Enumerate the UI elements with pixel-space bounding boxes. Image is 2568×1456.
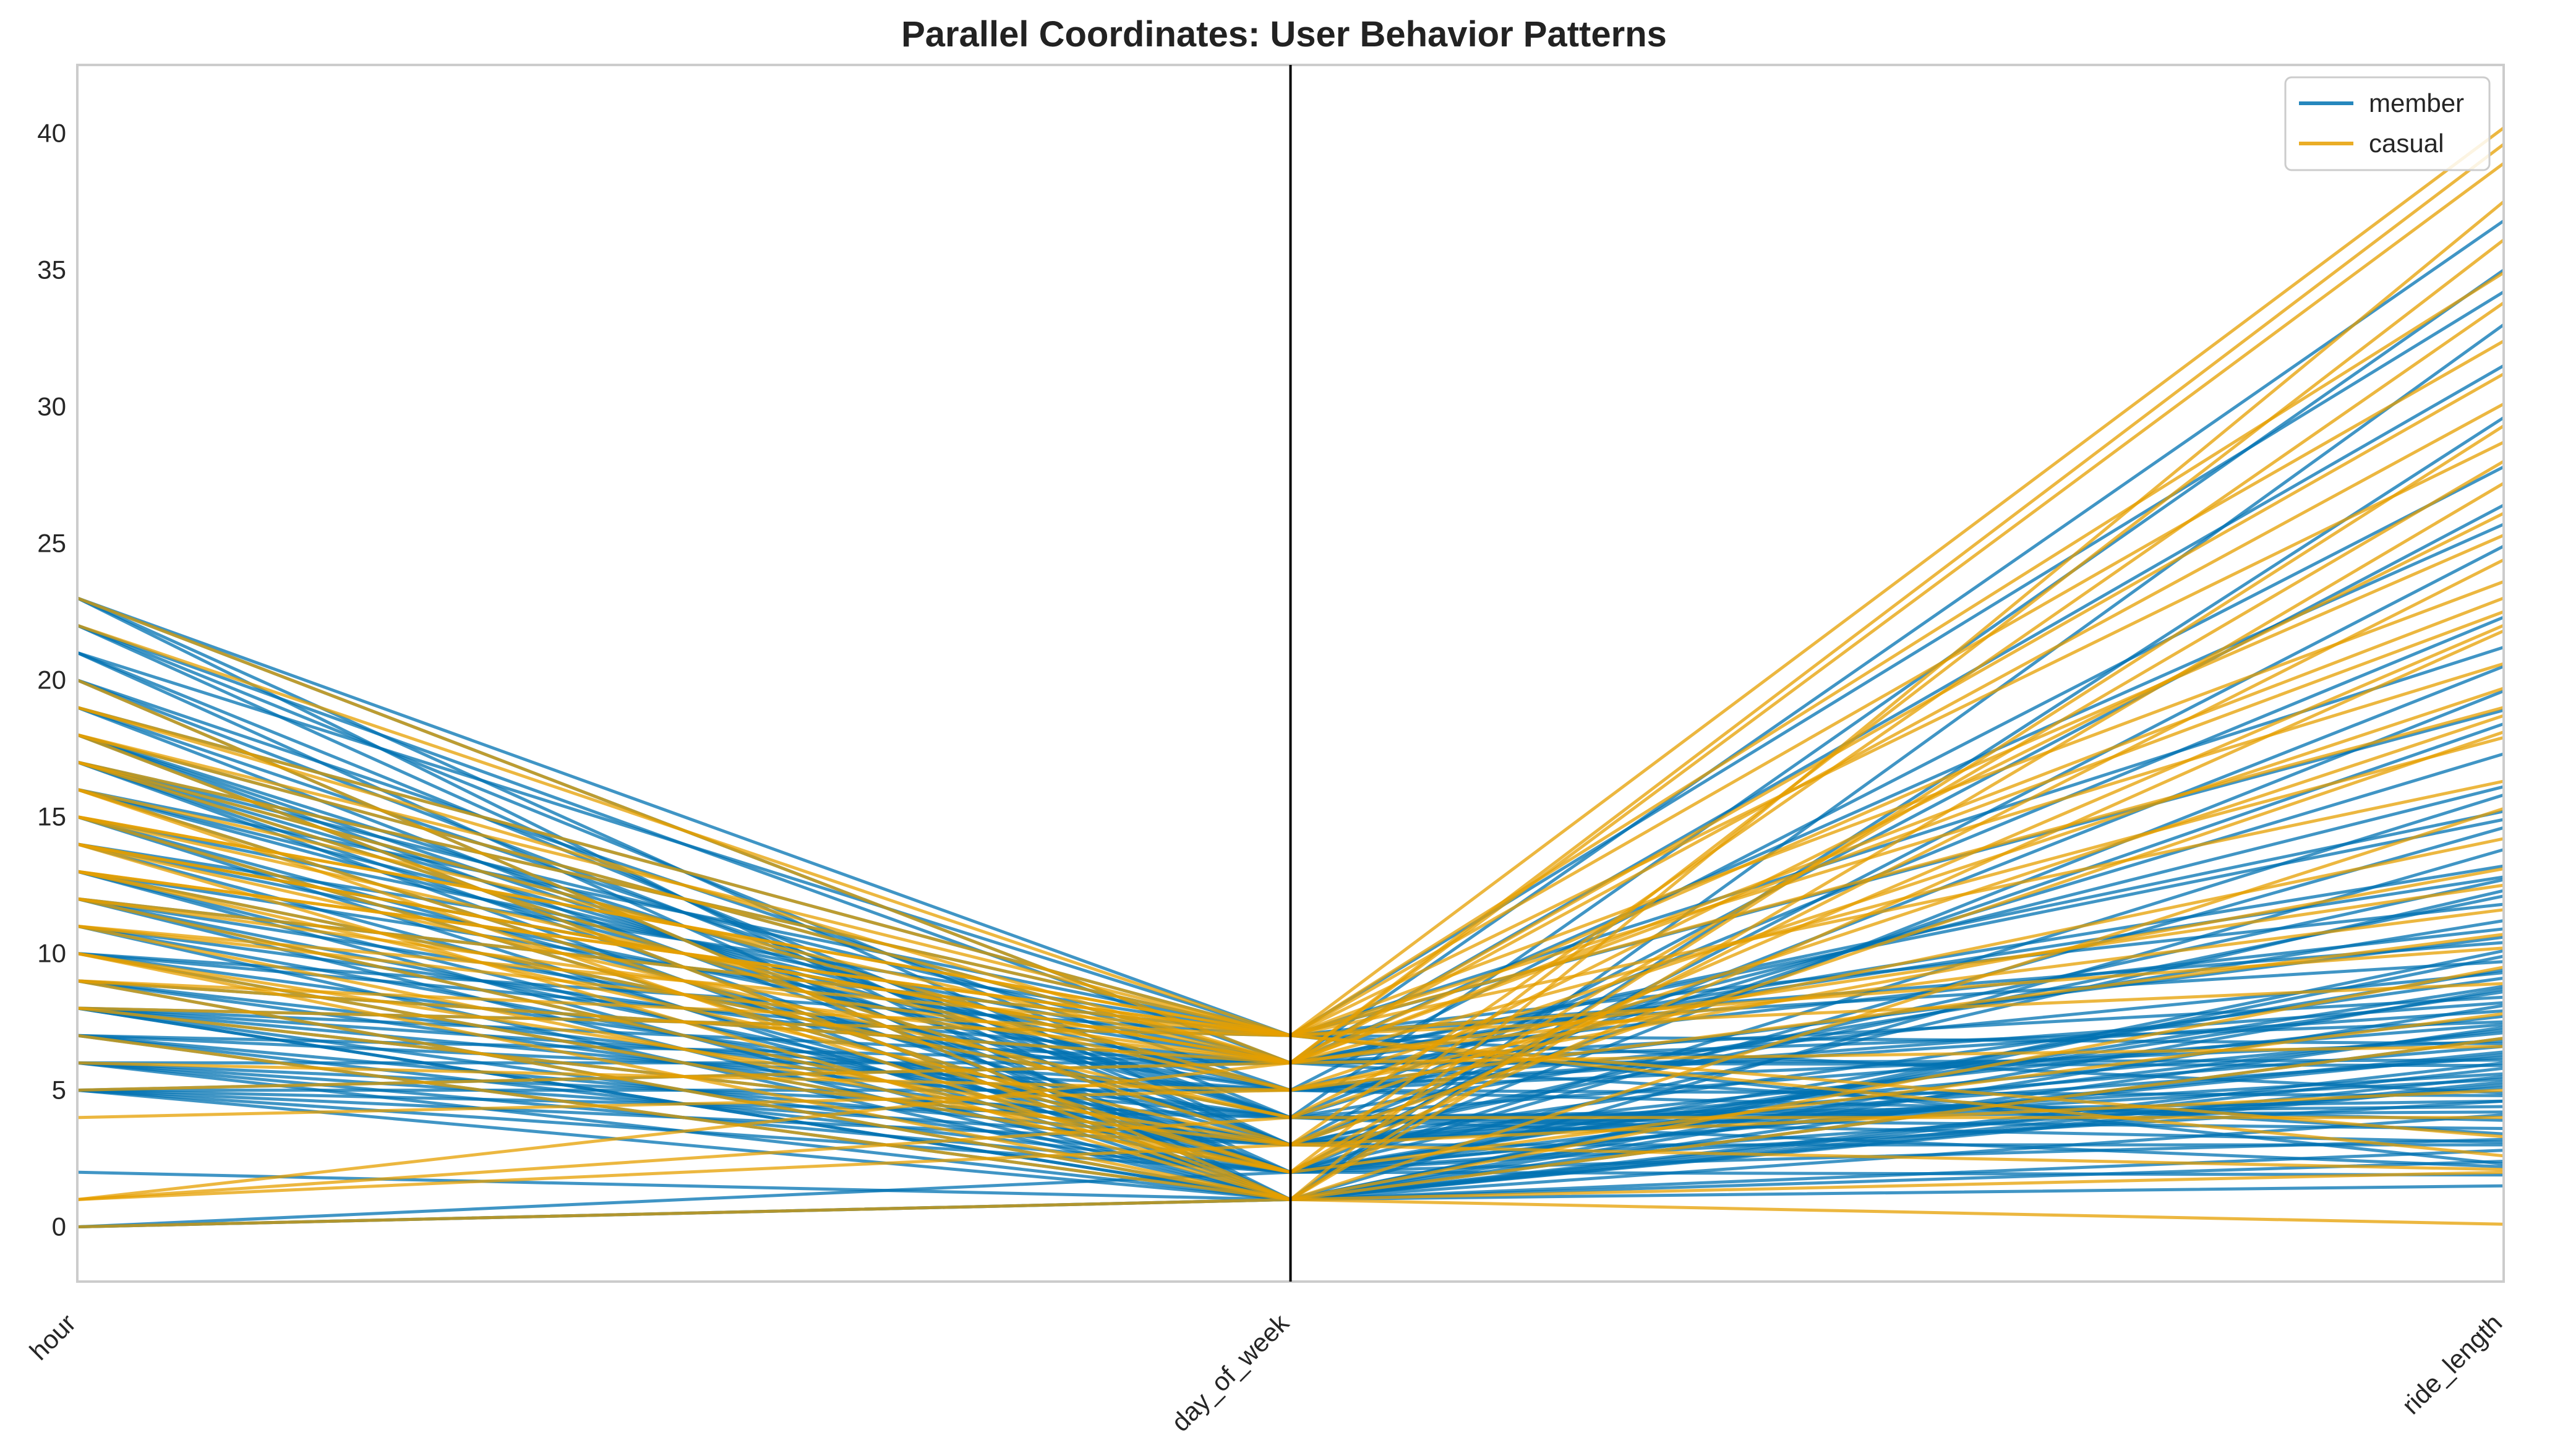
y-tick-label: 30 <box>37 392 66 421</box>
legend-label-casual: casual <box>2369 129 2444 158</box>
y-tick-label: 10 <box>37 939 66 968</box>
y-tick-label: 35 <box>37 255 66 285</box>
y-tick-label: 5 <box>52 1076 66 1105</box>
y-tick-label: 0 <box>52 1212 66 1241</box>
x-category-label: hour <box>24 1308 82 1366</box>
axes: 0 5 10 15 20 25 30 35 40 hour day_of_week ride_leng… <box>24 64 2507 1437</box>
chart-title: Parallel Coordinates: User Behavior Patt… <box>901 14 1667 54</box>
x-category-label: day_of_week <box>1166 1308 1295 1437</box>
y-tick-label: 20 <box>37 666 66 695</box>
y-tick-label: 15 <box>37 802 66 831</box>
y-tick-label: 40 <box>37 119 66 148</box>
legend-box <box>2284 76 2491 171</box>
legend-label-member: member <box>2369 88 2464 118</box>
y-tick-label: 25 <box>37 529 66 558</box>
x-category-label: ride_length <box>2396 1308 2507 1420</box>
legend: member casual <box>2284 76 2491 171</box>
